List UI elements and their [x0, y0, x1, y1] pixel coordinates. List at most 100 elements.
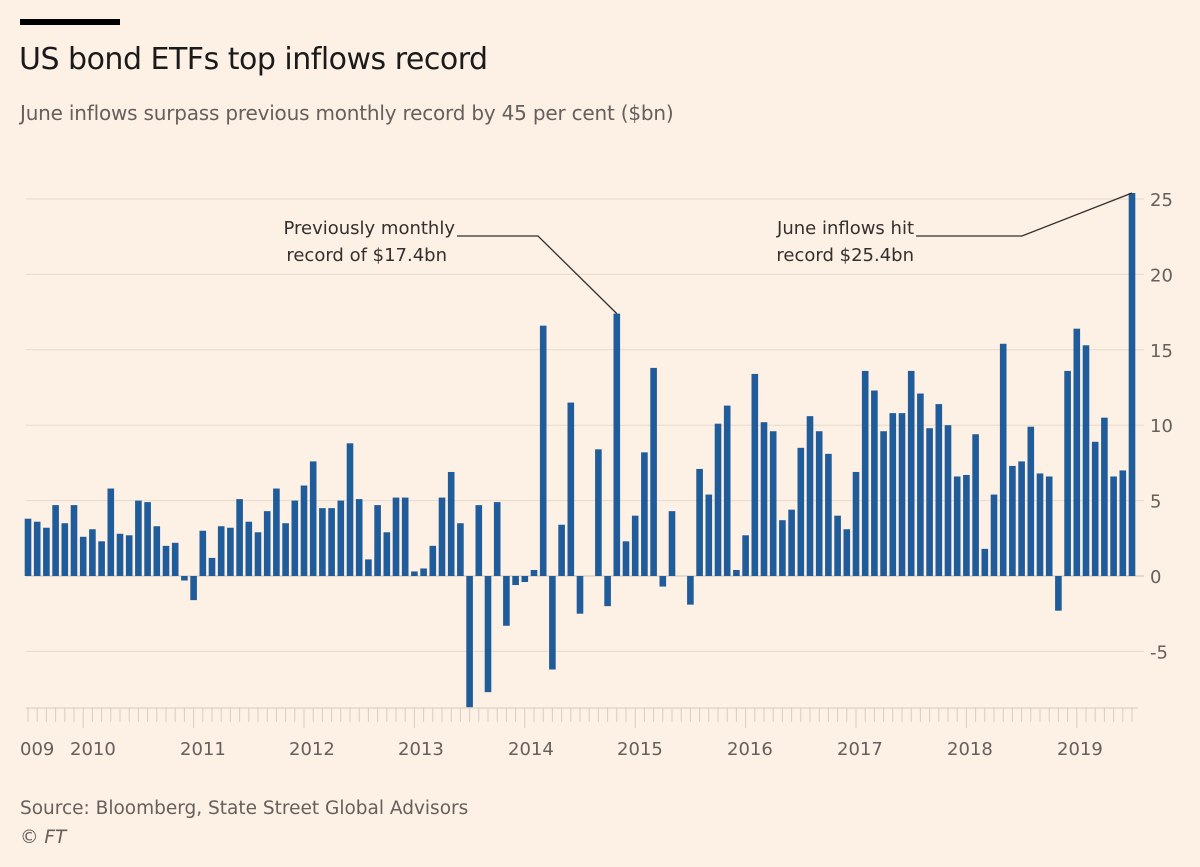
bar — [788, 509, 795, 576]
bar — [558, 524, 565, 576]
bar — [254, 532, 262, 576]
bar — [217, 526, 225, 576]
bar — [438, 497, 446, 576]
y-tick-label: 5 — [1150, 492, 1161, 513]
bar — [125, 535, 133, 576]
annotation-label: June inflows hit — [776, 218, 914, 239]
bar — [990, 494, 998, 576]
bar — [1027, 426, 1035, 576]
bar — [1110, 476, 1117, 576]
bar — [1055, 576, 1062, 611]
bar — [871, 390, 878, 576]
header-rule — [20, 19, 120, 25]
bar — [493, 502, 501, 576]
bar — [171, 542, 179, 576]
bar — [346, 443, 354, 576]
x-tick-label: 2012 — [289, 739, 335, 760]
bar — [263, 511, 271, 576]
x-tick-label: 2010 — [70, 739, 116, 760]
bar — [98, 541, 105, 576]
bar — [1082, 345, 1090, 576]
chart-title: US bond ETFs top inflows record — [19, 42, 488, 77]
bar — [153, 526, 161, 576]
annotation-leader — [916, 192, 1133, 237]
bar — [447, 471, 455, 576]
bar — [1009, 465, 1016, 576]
annotation-leader — [457, 235, 618, 315]
bar — [760, 422, 768, 576]
bar — [843, 529, 851, 576]
bar — [631, 515, 639, 576]
bar — [650, 367, 657, 576]
bar — [291, 500, 299, 576]
chart-subtitle: June inflows surpass previous monthly re… — [20, 101, 674, 125]
bar — [981, 548, 989, 576]
x-tick-label: 2016 — [727, 739, 773, 760]
x-tick-label: 009 — [20, 739, 54, 760]
bar — [300, 485, 308, 576]
bar — [530, 569, 538, 576]
bar — [1018, 461, 1025, 576]
bar — [401, 497, 409, 576]
bar — [199, 530, 207, 576]
bar — [999, 343, 1007, 576]
bar — [751, 373, 759, 576]
bar — [273, 488, 280, 576]
y-tick-label: 15 — [1150, 341, 1173, 362]
bar — [355, 499, 363, 576]
bar — [236, 499, 243, 576]
y-tick-label: 10 — [1150, 416, 1173, 437]
bar — [723, 405, 731, 576]
bar — [641, 452, 648, 576]
bar — [309, 461, 317, 576]
bar — [613, 313, 621, 576]
bar — [806, 416, 814, 576]
x-tick-label: 2019 — [1057, 739, 1103, 760]
bar — [365, 559, 372, 576]
x-tick-label: 2018 — [947, 739, 993, 760]
bar — [668, 511, 676, 576]
bar — [825, 453, 832, 576]
bar — [659, 576, 667, 587]
bar — [852, 471, 860, 576]
bar — [972, 434, 979, 576]
bar — [815, 431, 823, 576]
bar — [227, 527, 234, 576]
bar — [963, 474, 970, 576]
bar — [1128, 192, 1136, 576]
annotations: Previously monthly record of $17.4bn June … — [283, 192, 1133, 315]
bar — [1101, 417, 1108, 576]
bar — [1036, 473, 1044, 576]
x-tick-label: 2017 — [837, 739, 883, 760]
bar — [337, 500, 345, 576]
bar — [475, 505, 483, 576]
y-axis: -5 0 5 10 15 20 25 — [1150, 190, 1173, 663]
bar — [503, 576, 510, 626]
bar — [595, 449, 602, 576]
bar — [926, 428, 933, 576]
bar — [429, 545, 437, 576]
bar — [917, 393, 924, 576]
y-tick-label: 20 — [1150, 265, 1173, 286]
source-note: Source: Bloomberg, State Street Global A… — [20, 798, 469, 819]
bar — [392, 497, 400, 576]
bar — [696, 468, 703, 576]
bar — [24, 518, 32, 576]
annotation-label: Previously monthly — [283, 218, 455, 239]
bar — [714, 423, 722, 576]
bar — [576, 576, 584, 614]
bar — [89, 529, 96, 576]
bar — [61, 523, 69, 576]
y-tick-label: -5 — [1150, 642, 1168, 663]
bar — [319, 508, 326, 576]
bar — [1045, 476, 1053, 576]
x-tick-label: 2014 — [508, 739, 554, 760]
bar — [181, 576, 188, 581]
x-tick-label: 2015 — [617, 739, 663, 760]
bar — [116, 533, 124, 576]
bars — [24, 192, 1136, 708]
bar — [521, 576, 529, 583]
bar — [834, 515, 841, 576]
x-axis: 009 2010 2011 2012 2013 2014 2015 2016 2017 2018 2… — [20, 707, 1138, 760]
